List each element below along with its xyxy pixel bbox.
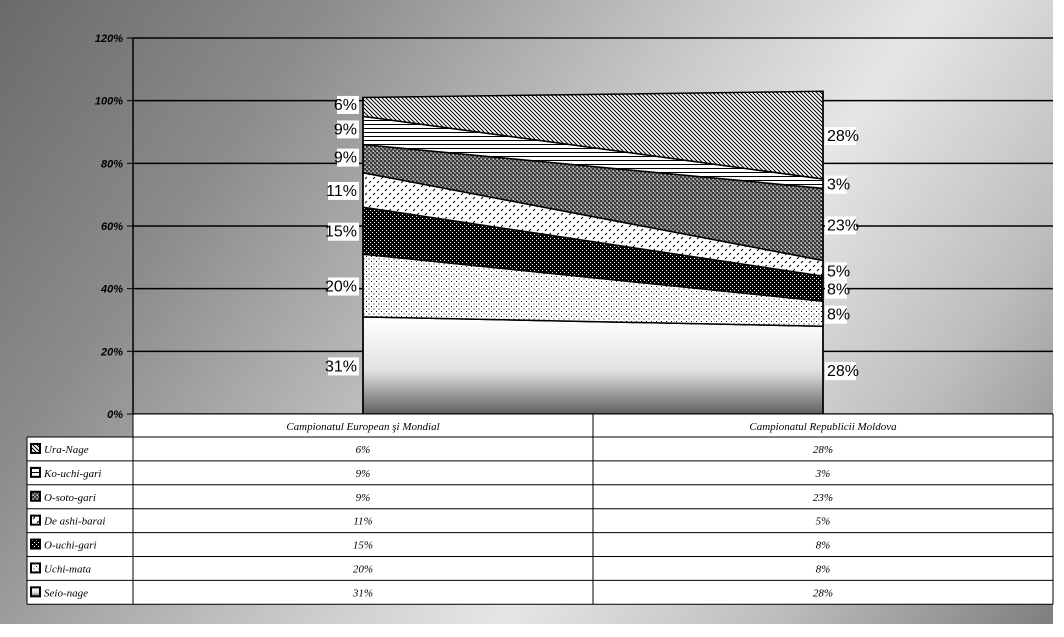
data-label: 11% <box>326 183 357 200</box>
table-cell: 5% <box>816 516 831 528</box>
legend-label: De ashi-barai <box>43 516 105 528</box>
y-tick-label: 100% <box>95 96 123 108</box>
y-tick-label: 60% <box>101 221 123 233</box>
data-label-bg <box>337 95 359 114</box>
table-cell: 15% <box>353 540 373 552</box>
bottom-margin <box>0 624 1064 637</box>
data-label-bg <box>825 175 847 194</box>
table-cell: 3% <box>815 468 831 480</box>
data-label-bg <box>328 357 359 376</box>
data-label-bg <box>825 127 856 146</box>
legend-key <box>30 586 41 598</box>
data-label: 3% <box>827 177 850 194</box>
data-label: 9% <box>334 121 357 138</box>
data-label-bg <box>337 120 359 139</box>
data-label-bg <box>825 362 856 381</box>
legend-key <box>30 466 41 478</box>
data-label: 6% <box>334 97 357 114</box>
data-label: 28% <box>827 363 859 380</box>
y-tick-label: 120% <box>95 33 123 45</box>
data-label: 23% <box>827 217 859 234</box>
data-label-bg <box>825 216 856 235</box>
data-label: 9% <box>334 150 357 167</box>
legend-label: Seio-nage <box>44 587 88 599</box>
data-label: 15% <box>325 224 357 241</box>
data-label-bg <box>337 148 359 167</box>
table-cell: 23% <box>813 492 833 504</box>
legend-key <box>30 514 41 526</box>
legend-key <box>30 562 41 574</box>
table-body-bg <box>27 437 1053 605</box>
data-label-bg <box>328 181 359 200</box>
y-tick-label: 80% <box>101 158 123 170</box>
data-label: 5% <box>827 263 850 280</box>
legend-label: Ko-uchi-gari <box>43 468 101 480</box>
legend-label: O-soto-gari <box>44 492 96 504</box>
legend-key <box>30 442 41 454</box>
legend-label: Ura-Nage <box>44 444 89 456</box>
table-cell: 9% <box>356 468 371 480</box>
data-label: 28% <box>827 128 859 145</box>
legend-key <box>30 538 41 550</box>
data-label: 8% <box>827 282 850 299</box>
data-label: 31% <box>325 358 357 375</box>
table-cell: 31% <box>352 587 373 599</box>
data-label-bg <box>328 277 359 296</box>
table-cell: 8% <box>816 540 831 552</box>
right-margin <box>1053 0 1064 637</box>
data-label: 20% <box>325 279 357 296</box>
table-cell: 20% <box>353 563 373 575</box>
data-label-bg <box>825 262 847 281</box>
table-cell: 6% <box>356 444 371 456</box>
data-label-bg <box>328 222 359 241</box>
data-label-bg <box>825 280 847 299</box>
y-tick-label: 0% <box>107 409 123 421</box>
table-cell: 28% <box>813 587 833 599</box>
legend-label: O-uchi-gari <box>44 540 97 552</box>
table-column-header: Campionatul European şi Mondial <box>286 421 439 433</box>
table-cell: 28% <box>813 444 833 456</box>
area-seio-nage <box>362 316 824 415</box>
legend-label: Uchi-mata <box>44 563 92 575</box>
table-cell: 8% <box>816 563 831 575</box>
table-column-header: Campionatul Republicii Moldova <box>749 421 897 433</box>
legend-key <box>30 490 41 502</box>
data-label: 8% <box>827 307 850 324</box>
table-cell: 11% <box>353 516 372 528</box>
y-tick-label: 40% <box>100 284 123 296</box>
data-label-bg <box>825 305 847 324</box>
table-cell: 9% <box>356 492 371 504</box>
y-tick-label: 20% <box>100 346 123 358</box>
